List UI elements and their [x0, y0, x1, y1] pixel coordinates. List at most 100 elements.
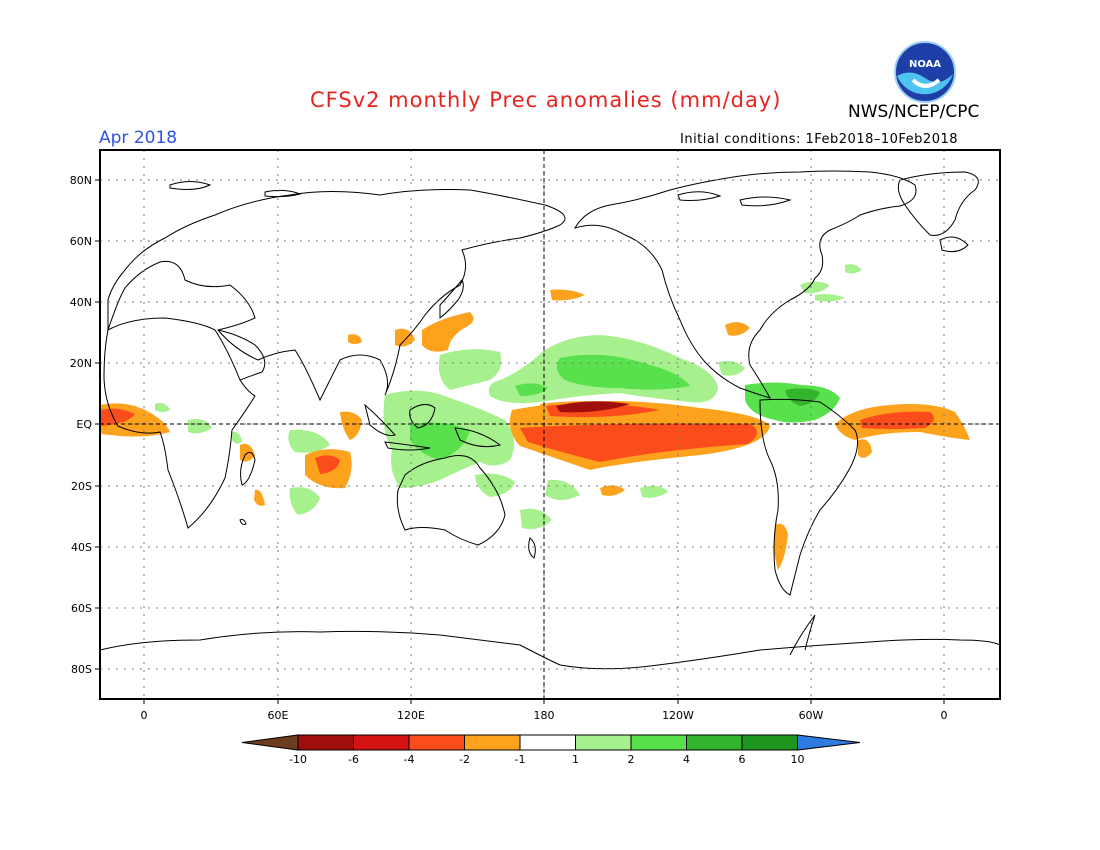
wet-anomaly-region	[815, 294, 845, 302]
lat-label: EQ	[76, 418, 92, 431]
coastline-south-america	[759, 398, 859, 596]
colorbar-segment	[464, 734, 521, 751]
dry-anomaly-region	[725, 322, 750, 336]
colorbar-segment	[408, 734, 465, 751]
wet-anomaly-region	[410, 422, 470, 460]
map-title: CFSv2 monthly Prec anomalies (mm/day)	[310, 88, 782, 112]
wet-anomaly-region	[520, 508, 552, 529]
colorbar-segment	[630, 734, 687, 751]
coastline-island	[939, 236, 969, 253]
lon-label: 60E	[268, 709, 289, 722]
colorbar-segment	[519, 734, 576, 751]
dry-anomaly-region	[395, 328, 415, 347]
colorbar-segment	[575, 734, 632, 751]
dry-anomaly-region	[315, 455, 340, 474]
coastline-antarctic-peninsula	[789, 614, 816, 656]
colorbar-segment	[686, 734, 743, 751]
colorbar-tick-label: 4	[683, 753, 690, 766]
colorbar-tick-label: 2	[628, 753, 635, 766]
colorbar-segment	[353, 734, 410, 751]
colorbar-tick-label: -1	[515, 753, 526, 766]
latitude-labels: 80N 60N 40N 20N EQ 20S 40S 60S 80S	[70, 174, 93, 676]
wet-anomaly-region	[800, 281, 830, 294]
lat-label: 40S	[71, 541, 92, 554]
wet-anomaly-region	[515, 383, 548, 396]
forecast-month-label: Apr 2018	[99, 128, 178, 148]
dry-anomaly-region	[340, 411, 362, 440]
wet-anomaly-region	[785, 388, 820, 406]
lon-label: 120E	[397, 709, 425, 722]
colorbar-arrow-left	[241, 734, 299, 751]
coastline-island	[677, 191, 722, 201]
agency-label: NWS/NCEP/CPC	[848, 102, 980, 122]
coastline-new-guinea	[454, 427, 502, 448]
coastline-antarctica	[100, 630, 1000, 670]
colorbar-arrow-right	[797, 734, 861, 751]
colorbar: -10 -6 -4 -2 -1 1 2 4 6 10	[241, 734, 861, 766]
dry-anomaly-region	[600, 485, 625, 496]
coastline-island	[739, 196, 792, 207]
lon-label: 60W	[799, 709, 824, 722]
lon-label: 120W	[662, 709, 694, 722]
coastlines	[100, 170, 1000, 670]
lon-label: 0	[141, 709, 148, 722]
coastline-north-america	[573, 170, 917, 399]
dry-anomaly-region	[550, 289, 585, 301]
lat-label: 80N	[70, 174, 92, 187]
colorbar-tick-label: 10	[791, 753, 805, 766]
lon-label: 0	[941, 709, 948, 722]
noaa-logo: NOAA	[894, 41, 956, 103]
coastline-new-zealand	[528, 537, 536, 559]
initial-conditions-label: Initial conditions: 1Feb2018–10Feb2018	[680, 132, 959, 147]
lat-label: 60N	[70, 235, 92, 248]
colorbar-tick-label: -4	[404, 753, 415, 766]
coastline-java	[384, 441, 431, 451]
dry-anomaly-region	[520, 423, 758, 462]
coastline-eurasia	[107, 189, 566, 402]
coastline-africa	[103, 317, 256, 529]
wet-anomaly-region	[289, 487, 320, 515]
coastline-island	[239, 519, 247, 525]
wet-anomaly-region	[718, 360, 745, 376]
coastline-island	[169, 181, 212, 190]
dry-anomaly-region	[348, 334, 362, 344]
colorbar-tick-label: -6	[348, 753, 359, 766]
coastline-madagascar	[240, 451, 256, 486]
coastline-borneo	[409, 404, 436, 429]
colorbar-tick-label: 1	[572, 753, 579, 766]
wet-anomaly-region	[155, 402, 170, 412]
axis-ticks	[95, 179, 945, 704]
dry-anomaly-region	[858, 439, 872, 458]
wet-anomaly-region	[188, 419, 212, 434]
wet-anomaly-region	[556, 354, 690, 390]
colorbar-segment	[741, 734, 798, 751]
lon-label: 180	[534, 709, 555, 722]
coastline-sumatra	[364, 403, 396, 436]
anomaly-fields	[100, 264, 970, 570]
colorbar-tick-label: -2	[459, 753, 470, 766]
lat-label: 20N	[70, 357, 92, 370]
wet-anomaly-region	[288, 429, 330, 453]
wet-anomaly-region	[475, 473, 515, 497]
wet-anomaly-region	[640, 485, 668, 498]
coastline-japan	[439, 279, 464, 320]
lat-label: 20S	[71, 480, 92, 493]
coastline-arabia	[217, 329, 266, 381]
lat-label: 60S	[71, 602, 92, 615]
lat-label: 80S	[71, 663, 92, 676]
wet-anomaly-region	[845, 264, 862, 274]
wet-anomaly-region	[232, 431, 242, 444]
dry-anomaly-region	[100, 408, 135, 426]
dry-anomaly-region	[556, 401, 630, 413]
colorbar-tick-label: -10	[289, 753, 307, 766]
colorbar-segment	[297, 734, 354, 751]
dry-anomaly-region	[860, 411, 934, 429]
coastline-greenland	[897, 171, 979, 236]
wet-anomaly-region	[438, 349, 502, 390]
wet-anomaly-region	[745, 382, 840, 423]
wet-anomaly-region	[545, 479, 580, 500]
longitude-labels: 0 60E 120E 180 120W 60W 0	[141, 709, 948, 722]
lat-label: 40N	[70, 296, 92, 309]
dry-anomaly-region	[254, 489, 265, 506]
